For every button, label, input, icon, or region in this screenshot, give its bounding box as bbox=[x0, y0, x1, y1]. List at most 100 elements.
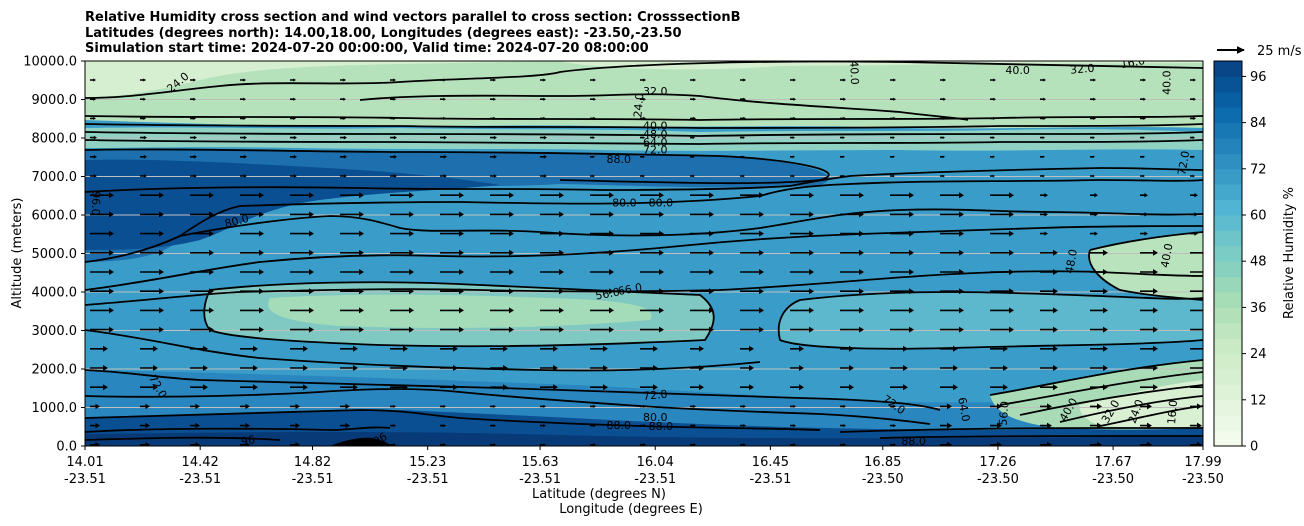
wind-vector bbox=[890, 155, 895, 159]
wind-vector bbox=[840, 423, 846, 428]
wind-vector bbox=[790, 443, 796, 446]
wind-vector bbox=[990, 422, 1002, 429]
wind-vector bbox=[1090, 174, 1095, 178]
wind-vector bbox=[840, 136, 845, 139]
wind-vector bbox=[640, 230, 664, 237]
wind-vector bbox=[140, 442, 150, 446]
contour-label: 88.0 bbox=[901, 435, 926, 448]
wind-vector bbox=[290, 345, 308, 352]
wind-vector bbox=[740, 307, 764, 314]
wind-vector bbox=[90, 116, 96, 121]
wind-vector bbox=[340, 384, 358, 391]
wind-vector bbox=[590, 211, 614, 218]
y-tick-label: 8000.0 bbox=[32, 132, 78, 147]
wind-vector bbox=[840, 116, 846, 121]
wind-vector bbox=[290, 97, 296, 101]
quiver-key-label: 25 m/s bbox=[1257, 44, 1302, 59]
wind-vector bbox=[140, 230, 164, 237]
wind-vector bbox=[390, 97, 396, 101]
wind-vector bbox=[190, 326, 214, 333]
wind-vector bbox=[90, 403, 100, 410]
wind-vector bbox=[190, 384, 208, 391]
wind-vector bbox=[640, 423, 646, 428]
wind-vector bbox=[240, 135, 247, 140]
colorbar-tick-label: 48 bbox=[1250, 255, 1267, 270]
wind-vector bbox=[390, 307, 414, 314]
wind-vector bbox=[740, 174, 745, 178]
wind-vector bbox=[940, 155, 945, 159]
colorbar-bin bbox=[1214, 215, 1242, 231]
wind-vector bbox=[240, 345, 258, 352]
colorbar-bin bbox=[1214, 168, 1242, 185]
wind-vector bbox=[140, 135, 147, 140]
wind-vector bbox=[540, 230, 564, 237]
contour-label: 48.0 bbox=[1063, 248, 1080, 274]
contour-line bbox=[85, 388, 931, 425]
wind-vector bbox=[340, 249, 364, 256]
wind-vector bbox=[1040, 307, 1058, 314]
y-axis-label: Altitude (meters) bbox=[10, 198, 25, 309]
contour-label: 88.0 bbox=[649, 420, 674, 433]
wind-vector bbox=[640, 307, 664, 314]
wind-vector bbox=[740, 288, 764, 295]
wind-vector bbox=[340, 211, 364, 218]
wind-vector bbox=[140, 192, 164, 199]
wind-vector bbox=[1040, 326, 1058, 333]
wind-vector bbox=[140, 365, 158, 371]
wind-vector bbox=[640, 384, 658, 391]
wind-vector bbox=[790, 288, 814, 295]
wind-vector bbox=[1190, 326, 1203, 333]
x-tick-lon-label: -23.50 bbox=[1182, 472, 1224, 487]
wind-vector bbox=[390, 345, 408, 352]
wind-vector bbox=[690, 230, 714, 237]
wind-vector bbox=[640, 365, 658, 371]
wind-vector bbox=[240, 97, 246, 101]
wind-vector bbox=[990, 441, 1002, 446]
wind-vector bbox=[940, 326, 964, 333]
contour-line bbox=[85, 409, 821, 431]
wind-vector bbox=[90, 135, 97, 140]
wind-vector bbox=[840, 345, 854, 352]
x-tick-lon-label: -23.50 bbox=[977, 472, 1019, 487]
wind-vector bbox=[1040, 116, 1046, 121]
wind-vector bbox=[240, 307, 264, 314]
contour-line bbox=[839, 427, 1203, 433]
y-tick-label: 0.0 bbox=[56, 440, 77, 455]
wind-vector bbox=[90, 269, 114, 275]
wind-vector bbox=[990, 230, 1014, 237]
wind-vector bbox=[90, 365, 108, 371]
wind-vector bbox=[940, 249, 964, 256]
contour-label: 80.0 bbox=[612, 196, 637, 209]
x-tick-lon-label: -23.51 bbox=[64, 472, 106, 487]
wind-vector bbox=[540, 288, 564, 295]
wind-vector bbox=[390, 384, 408, 391]
wind-vector bbox=[890, 365, 908, 371]
wind-vector bbox=[290, 135, 297, 140]
wind-vector bbox=[140, 326, 164, 333]
colorbar-bin bbox=[1214, 76, 1242, 93]
wind-vector bbox=[590, 423, 596, 428]
wind-vector bbox=[90, 211, 114, 218]
wind-vector bbox=[790, 384, 804, 391]
wind-vector bbox=[790, 174, 795, 178]
wind-vector bbox=[1040, 78, 1046, 82]
wind-vector bbox=[1140, 193, 1148, 198]
wind-vector bbox=[590, 116, 596, 121]
wind-vector bbox=[340, 442, 350, 446]
wind-vector bbox=[440, 404, 446, 409]
wind-vector bbox=[340, 174, 347, 178]
wind-vector bbox=[190, 249, 214, 256]
y-tick-label: 5000.0 bbox=[32, 247, 78, 262]
wind-vector bbox=[1040, 249, 1058, 256]
wind-vector bbox=[1140, 249, 1158, 256]
humidity-fill-lower-right-driest bbox=[1079, 380, 1203, 428]
wind-vector bbox=[740, 136, 745, 139]
wind-vector bbox=[1090, 441, 1102, 446]
wind-vector bbox=[990, 211, 1014, 218]
wind-vector bbox=[740, 326, 764, 333]
wind-vector bbox=[940, 192, 964, 199]
wind-vector bbox=[590, 230, 614, 237]
wind-vector bbox=[490, 135, 497, 140]
wind-vector bbox=[590, 174, 595, 178]
wind-vector bbox=[1090, 97, 1096, 101]
